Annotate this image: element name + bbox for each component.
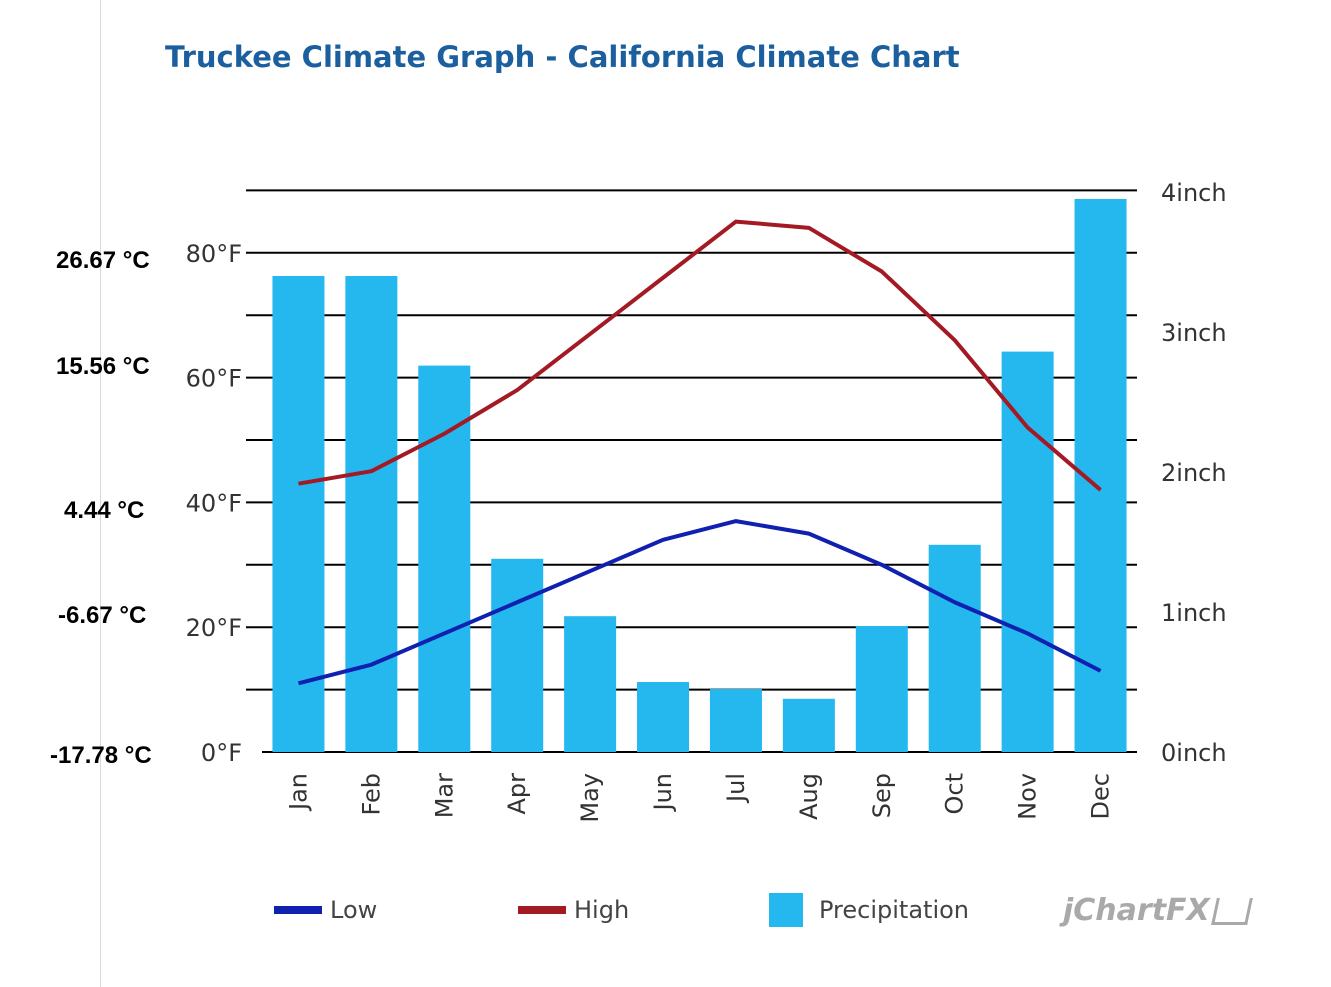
axes: 0°F 20°F 40°F 60°F 80°F 0inch 1inch 2inch 3inch 4…	[186, 179, 1227, 823]
precip-bar-jun	[637, 682, 690, 752]
chart-title: Truckee Climate Graph - California Clima…	[165, 40, 960, 74]
celsius-label-40: 4.44 °C	[64, 497, 145, 524]
x-tick-feb: Feb	[357, 773, 385, 816]
legend-low-label: Low	[330, 896, 378, 924]
jchartfx-logo: jChartFX	[1063, 893, 1253, 928]
precip-bar-feb	[345, 276, 398, 752]
y-left-tick-0: 0°F	[201, 739, 242, 767]
y-left-tick-80: 80°F	[186, 240, 242, 268]
precip-bar-jan	[272, 276, 325, 752]
x-tick-oct: Oct	[941, 773, 969, 815]
y-right-tick-1: 1inch	[1161, 599, 1227, 627]
x-tick-sep: Sep	[868, 773, 896, 818]
x-tick-may: May	[576, 773, 604, 823]
y-right-tick-0: 0inch	[1161, 739, 1227, 767]
precip-bar-jul	[709, 689, 762, 752]
precip-bar-oct	[928, 544, 981, 752]
brand-chart-icon	[1210, 898, 1253, 925]
brand-text: jChartFX	[1063, 893, 1210, 928]
precipitation-bars	[272, 199, 1127, 752]
y-left-tick-20: 20°F	[186, 614, 242, 642]
legend-item-high: High	[518, 890, 629, 930]
x-tick-jan: Jan	[284, 773, 312, 812]
legend-precip-label: Precipitation	[819, 896, 970, 924]
x-tick-nov: Nov	[1014, 773, 1042, 820]
precip-bar-sep	[855, 626, 908, 752]
y-left-tick-60: 60°F	[186, 365, 242, 393]
high-temperature-line	[298, 219, 1102, 492]
legend-item-precipitation: Precipitation	[769, 890, 969, 930]
precip-bar-apr	[491, 558, 544, 752]
legend-high-label: High	[574, 896, 630, 924]
precip-bar-aug	[782, 698, 835, 752]
celsius-label-20: -6.67 °C	[58, 602, 147, 629]
celsius-label-0: -17.78 °C	[50, 742, 152, 769]
celsius-label-60: 15.56 °C	[56, 353, 150, 380]
y-right-tick-2: 2inch	[1161, 459, 1227, 487]
legend-low-swatch	[274, 906, 322, 914]
x-tick-mar: Mar	[430, 773, 458, 818]
page-left-rule	[100, 0, 101, 987]
legend-high-swatch	[518, 906, 566, 914]
y-right-tick-4: 4inch	[1161, 179, 1227, 207]
legend-precip-swatch	[769, 893, 803, 927]
temperature-lines	[297, 219, 1102, 686]
x-tick-jun: Jun	[649, 773, 677, 813]
precip-bar-nov	[1001, 351, 1054, 752]
precip-bar-mar	[418, 365, 471, 752]
x-tick-aug: Aug	[795, 773, 823, 820]
y-right-tick-3: 3inch	[1161, 319, 1227, 347]
precip-bar-may	[564, 616, 617, 752]
x-tick-apr: Apr	[503, 773, 531, 815]
x-tick-jul: Jul	[722, 773, 750, 804]
low-temperature-line	[297, 519, 1102, 686]
x-tick-dec: Dec	[1087, 773, 1115, 819]
celsius-label-80: 26.67 °C	[56, 247, 150, 274]
y-left-tick-40: 40°F	[186, 489, 242, 517]
legend-item-low: Low	[274, 890, 377, 930]
